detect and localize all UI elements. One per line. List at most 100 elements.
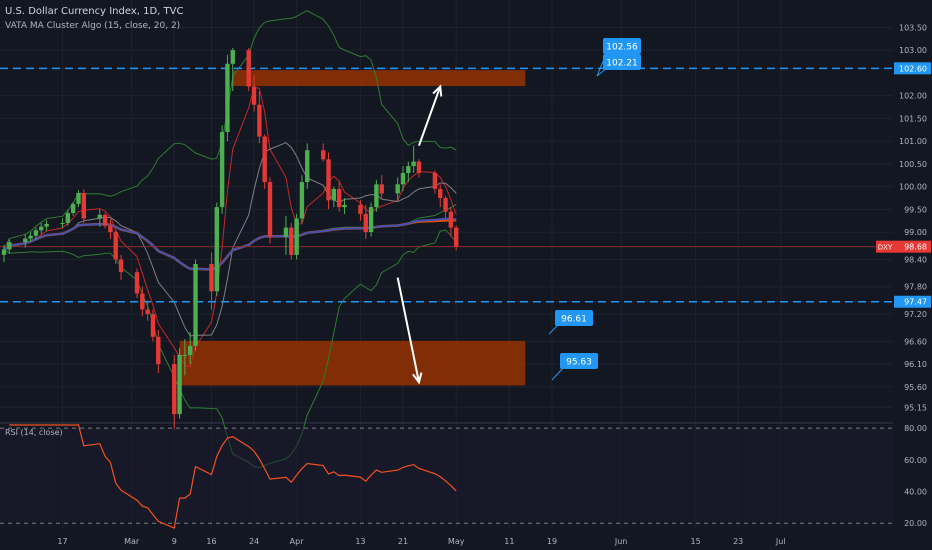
candle-body — [294, 218, 299, 255]
price-tick-label: 103.50 — [899, 23, 927, 32]
candle-body — [140, 293, 145, 310]
rsi-label: RSI (14, close) — [5, 428, 63, 437]
projection-arrows — [396, 84, 443, 385]
time-axis[interactable]: 17 Mar 9 16 24 Apr 13 21 May 11 19 Jun 15 23 Jul — [0, 530, 932, 550]
candle-body — [193, 263, 198, 346]
candle-body — [438, 188, 443, 198]
candle-body — [219, 132, 225, 208]
time-tick-label: 13 — [355, 537, 365, 546]
candle-body — [305, 150, 310, 183]
callout-box — [560, 353, 598, 369]
price-tick-label: 101.00 — [899, 137, 927, 146]
candle-body — [102, 214, 108, 226]
time-tick-label: 21 — [398, 537, 408, 546]
candle-body — [411, 161, 416, 167]
time-tick-label: May — [448, 537, 465, 546]
candle-body — [1, 249, 7, 255]
callout-label: 102.56 — [606, 43, 638, 53]
projection-arrow-line — [418, 86, 442, 147]
price-axis[interactable]: 103.50 103.00 102.60 102.00 101.50 101.00 100.… — [876, 0, 932, 530]
time-axis-bg — [0, 530, 932, 550]
time-tick-label: 23 — [733, 537, 743, 546]
candle-body — [358, 204, 363, 214]
callout-label: 95.63 — [566, 358, 592, 368]
price-tick-label: 100.50 — [899, 160, 927, 169]
time-tick-label: 17 — [57, 537, 67, 546]
candle-body — [7, 242, 12, 250]
price-tick-label: 97.47 — [904, 298, 927, 307]
candle-body — [28, 235, 33, 239]
price-tick-label: 102.60 — [899, 64, 927, 73]
price-tick-label: 99.50 — [904, 205, 927, 214]
callout-box — [603, 38, 641, 54]
time-tick-label: Jul — [775, 537, 786, 546]
candle-body — [145, 309, 150, 315]
candle-body — [299, 182, 305, 219]
indicator-label: VATA MA Cluster Algo (15, close, 20, 2) — [5, 21, 180, 31]
candle-body — [368, 207, 374, 233]
candle-body — [70, 203, 76, 214]
candle-body — [97, 214, 102, 219]
projection-arrow-head — [412, 372, 423, 385]
rsi-pane — [0, 424, 893, 529]
candle-body — [81, 192, 86, 219]
callout-box — [555, 310, 593, 326]
candle-body — [33, 230, 39, 236]
candle-body — [262, 136, 267, 183]
candle-body — [214, 207, 219, 292]
price-tick-label: 95.60 — [904, 383, 927, 392]
price-callouts: 102.56 102.21 96.61 95.63 — [548, 38, 641, 381]
price-tick-label: 96.10 — [904, 360, 927, 369]
candle-body — [60, 223, 65, 225]
moving-average-cluster — [3, 10, 457, 469]
candle-body — [443, 198, 448, 212]
candle-body — [416, 161, 422, 173]
candle-body — [134, 272, 140, 294]
horizontal-levels — [0, 67, 893, 303]
zones-layer — [179, 70, 526, 386]
candle-body — [400, 172, 406, 185]
price-axis-bg — [893, 0, 932, 530]
projection-arrow-line — [396, 277, 420, 383]
callout-label: 96.61 — [561, 315, 587, 325]
level-tag-bg — [894, 295, 931, 308]
candle-body — [342, 204, 347, 208]
candle-body — [326, 159, 331, 201]
candle-body — [336, 188, 342, 208]
symbol-tag: DXY — [878, 244, 893, 252]
candle-body — [448, 211, 454, 228]
candle-body — [209, 263, 214, 292]
candle-body — [150, 314, 156, 337]
candle-body — [118, 259, 124, 273]
price-tick-label: 97.80 — [904, 283, 927, 292]
candle-body — [289, 227, 294, 255]
candle-body — [23, 238, 28, 243]
chart-title: U.S. Dollar Currency Index, 1D, TVC — [5, 6, 183, 17]
time-tick-label: 11 — [504, 537, 514, 546]
rsi-band-bg — [0, 428, 893, 524]
candle-body — [406, 166, 411, 173]
time-tick-label: 9 — [172, 537, 177, 546]
time-tick-label: 24 — [249, 537, 259, 546]
price-tick-label: 103.00 — [899, 46, 927, 55]
candles-layer — [1, 47, 459, 431]
candle-body — [379, 184, 384, 194]
candle-body — [39, 226, 44, 231]
candle-body — [44, 223, 49, 227]
candle-body — [267, 182, 273, 237]
time-tick-label: Jun — [614, 537, 628, 546]
price-tick-label: 99.00 — [904, 228, 927, 237]
candle-body — [172, 364, 177, 415]
price-zone — [179, 340, 526, 386]
fast-ma-line — [3, 86, 457, 368]
candle-body — [257, 104, 262, 137]
projection-arrow-head — [432, 84, 443, 97]
rsi-tick-label: 20.00 — [904, 519, 927, 528]
candle-body — [156, 336, 161, 365]
time-tick-label: 16 — [206, 537, 216, 546]
slow-ma-blue — [3, 217, 457, 271]
callout-box — [603, 54, 641, 70]
candle-body — [321, 150, 326, 160]
candle-body — [182, 354, 188, 356]
